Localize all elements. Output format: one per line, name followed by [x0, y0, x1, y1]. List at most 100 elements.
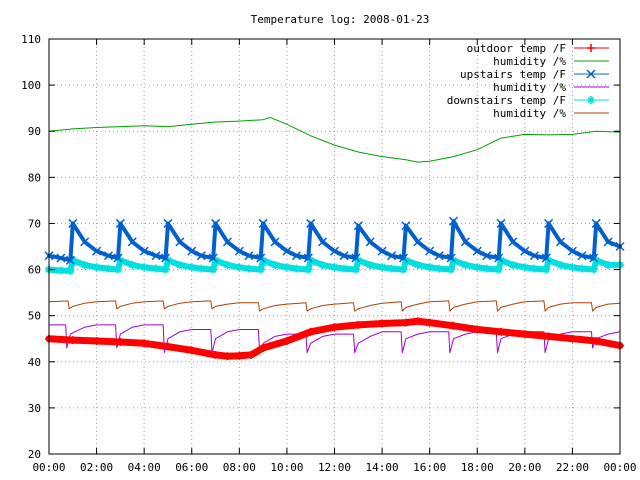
data-point [175, 260, 184, 269]
data-point [115, 218, 125, 228]
data-point [259, 343, 268, 352]
data-point [496, 218, 506, 228]
series-line [45, 317, 624, 360]
series-5 [48, 300, 621, 312]
legend-label: humidity /% [493, 55, 566, 68]
data-point [577, 264, 586, 273]
data-point [235, 263, 244, 272]
y-tick-label: 50 [28, 310, 41, 323]
data-point [541, 253, 551, 263]
data-point [460, 237, 470, 247]
x-tick-label: 02:00 [80, 461, 113, 474]
y-tick-label: 40 [28, 356, 41, 369]
data-point [258, 218, 268, 228]
data-point [68, 336, 77, 345]
legend-item: humidity /% [493, 55, 609, 68]
y-tick-label: 20 [28, 448, 41, 461]
data-point [223, 260, 232, 269]
data-point [306, 218, 316, 228]
data-point [365, 237, 375, 247]
data-point [520, 246, 530, 256]
data-point [508, 237, 518, 247]
data-point [175, 237, 185, 247]
data-point [329, 246, 340, 256]
data-point [544, 332, 553, 341]
x-tick-label: 12:00 [318, 461, 351, 474]
data-point [140, 263, 149, 272]
data-point [187, 246, 197, 256]
data-point [494, 265, 503, 274]
data-point [304, 265, 313, 274]
data-point [340, 264, 349, 273]
data-point [529, 251, 539, 261]
data-point [161, 253, 171, 263]
data-point [387, 264, 396, 273]
data-point [568, 263, 577, 272]
data-point [567, 246, 577, 256]
x-tick-label: 20:00 [508, 461, 541, 474]
data-point [208, 253, 218, 263]
legend-label: outdoor temp /F [467, 42, 566, 55]
x-tick-label: 08:00 [223, 461, 256, 474]
data-point [354, 320, 363, 329]
data-point [128, 260, 137, 269]
data-point [270, 237, 280, 247]
series-line [47, 219, 622, 263]
data-point [282, 337, 291, 346]
data-point [413, 317, 422, 326]
data-point [211, 218, 221, 228]
x-tick-label: 06:00 [175, 461, 208, 474]
data-point [187, 263, 196, 272]
data-point [306, 327, 315, 336]
legend-label: humidity /% [493, 107, 566, 120]
series-2 [44, 216, 625, 265]
data-point [401, 221, 411, 231]
data-point [303, 253, 313, 263]
data-point [413, 260, 422, 269]
legend-item: upstairs temp /F [460, 68, 609, 81]
data-point [68, 218, 78, 228]
data-point [482, 251, 492, 261]
data-point [449, 321, 458, 330]
y-tick-label: 30 [28, 402, 41, 415]
data-point [209, 265, 218, 274]
legend-label: downstairs temp /F [447, 94, 566, 107]
data-point [577, 251, 587, 261]
y-tick-label: 100 [21, 79, 41, 92]
data-point [589, 253, 599, 263]
data-point [140, 339, 149, 348]
data-point [330, 323, 339, 332]
data-point [425, 263, 434, 272]
series-layer [44, 116, 625, 361]
data-point [556, 260, 565, 269]
data-point [187, 346, 196, 355]
data-point [425, 246, 435, 256]
data-point [494, 253, 504, 263]
data-point [434, 251, 444, 261]
legend-item: outdoor temp /F [467, 42, 609, 55]
data-point [104, 264, 113, 273]
data-point [482, 264, 491, 273]
series-line [48, 300, 621, 312]
data-point [413, 237, 423, 247]
y-tick-label: 80 [28, 171, 41, 184]
data-point [425, 318, 434, 327]
data-point [398, 253, 409, 263]
data-point [435, 264, 444, 273]
data-point [351, 253, 361, 263]
data-point [197, 264, 206, 273]
data-point [163, 218, 173, 228]
y-tick-label: 60 [28, 264, 41, 277]
data-point [544, 218, 554, 228]
data-point [587, 44, 595, 52]
series-line [48, 116, 621, 163]
data-point [92, 337, 101, 346]
data-point [234, 246, 244, 256]
data-point [103, 251, 114, 261]
data-point [508, 260, 517, 269]
data-point [461, 260, 470, 269]
legend-item: downstairs temp /F [447, 94, 609, 107]
axes: 20 30 40 50 60 70 80 90 100 110 00:00 02:00 04:00 06:… [21, 33, 636, 474]
y-tick-label: 90 [28, 125, 41, 138]
x-tick-label: 04:00 [128, 461, 161, 474]
